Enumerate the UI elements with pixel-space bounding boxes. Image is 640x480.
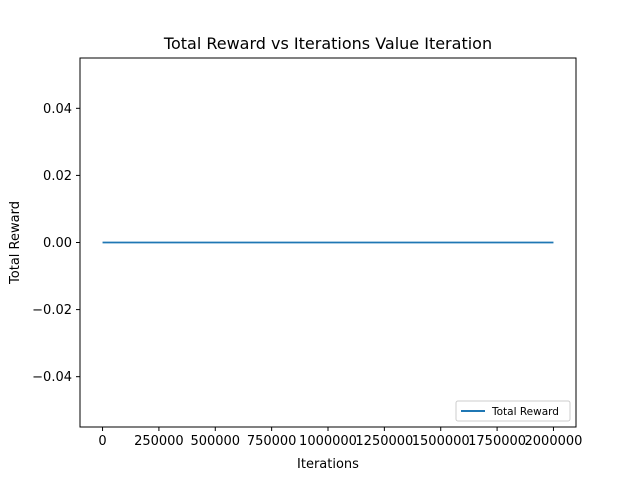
x-tick-label: 2000000 [525, 434, 583, 449]
y-tick-label: −0.04 [32, 370, 72, 385]
x-tick-label: 1250000 [355, 434, 413, 449]
x-tick-label: 750000 [247, 434, 297, 449]
legend-box [455, 400, 571, 422]
x-tick-label: 250000 [134, 434, 184, 449]
y-tick-label: 0.00 [43, 236, 72, 251]
chart-title: Total Reward vs Iterations Value Iterati… [163, 34, 492, 53]
x-axis-label: Iterations [297, 457, 359, 472]
x-tick-label: 500000 [190, 434, 240, 449]
y-axis-label: Total Reward [8, 201, 23, 285]
y-tick-label: −0.02 [32, 303, 72, 318]
x-tick-label: 1750000 [468, 434, 526, 449]
legend: Total Reward [455, 400, 571, 422]
plot-frame [79, 57, 577, 428]
y-tick-label: 0.02 [43, 169, 72, 184]
legend-label: Total Reward [491, 406, 559, 418]
y-tick-label: 0.04 [43, 102, 72, 117]
x-tick-label: 0 [98, 434, 106, 449]
y-axis: −0.04 −0.02 0.00 0.02 0.04 [32, 102, 80, 385]
x-tick-label: 1000000 [299, 434, 357, 449]
x-axis: 0 250000 500000 750000 100000012500001500000… [98, 427, 582, 449]
x-tick-label: 1500000 [412, 434, 470, 449]
